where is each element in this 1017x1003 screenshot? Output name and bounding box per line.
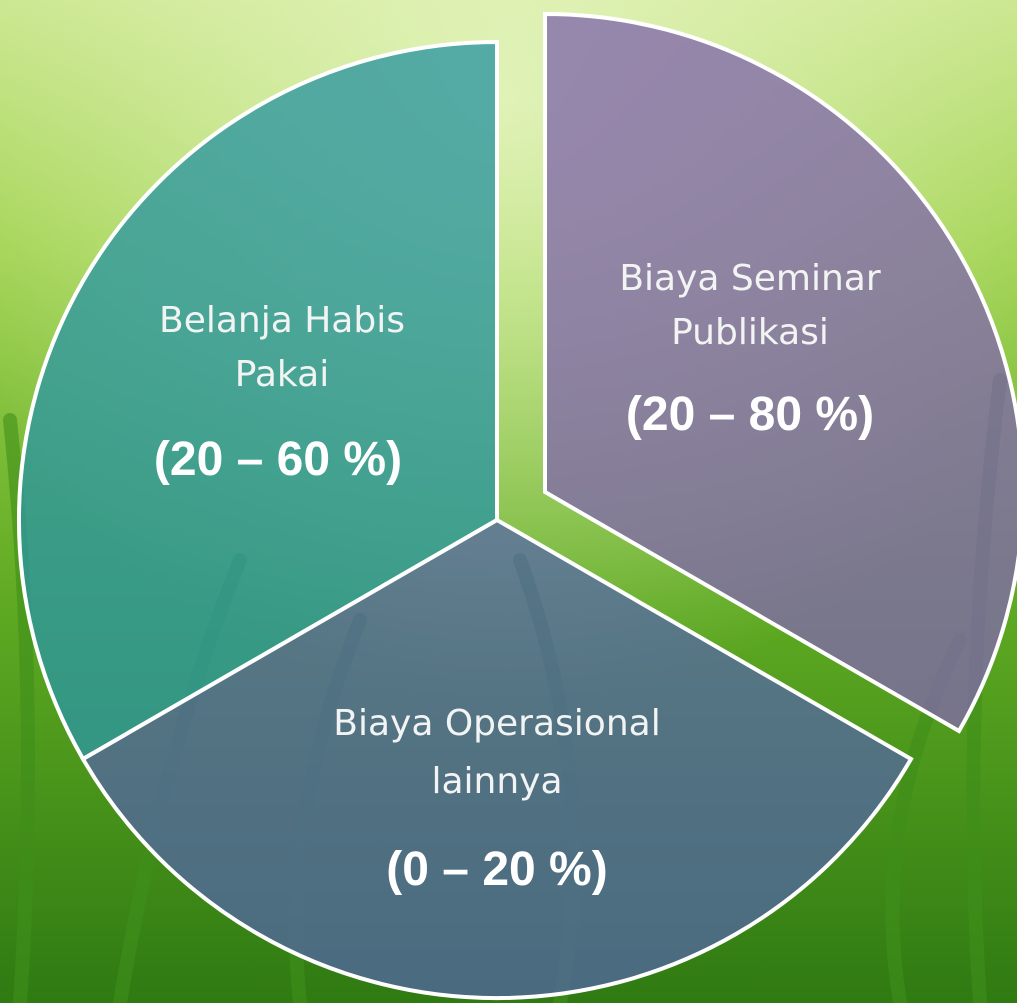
segment-range: (0 – 20 %) bbox=[386, 843, 607, 896]
segment-label: Publikasi bbox=[671, 312, 829, 353]
segment-label: lainnya bbox=[431, 761, 562, 802]
segment-range: (20 – 60 %) bbox=[154, 433, 402, 486]
page: Belanja Habis Pakai (20 – 60 %) Biaya Se… bbox=[0, 0, 1017, 1003]
segment-label: Belanja Habis bbox=[159, 300, 405, 341]
segment-label: Biaya Operasional bbox=[333, 703, 660, 744]
segment-label: Pakai bbox=[235, 354, 329, 395]
segment-label: Biaya Seminar bbox=[619, 258, 881, 299]
slide: Belanja Habis Pakai (20 – 60 %) Biaya Se… bbox=[0, 0, 1017, 1003]
segment-range: (20 – 80 %) bbox=[626, 388, 874, 441]
